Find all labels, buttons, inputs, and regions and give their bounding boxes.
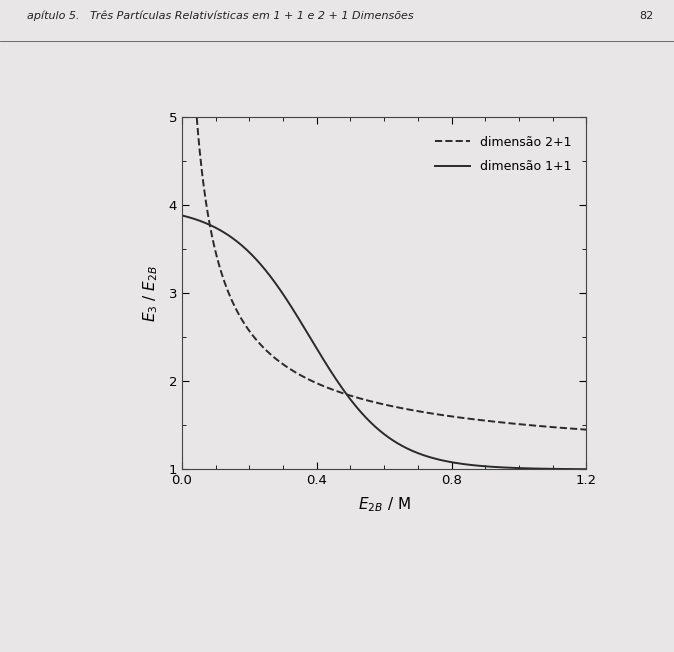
dimensão 2+1 (421, 408, 429, 416)
Text: apítulo 5.   Três Partículas Relativísticas em 1 + 1 e 2 + 1 Dimensões: apítulo 5. Três Partículas Relativística… (27, 10, 414, 22)
X-axis label: $E_{2B}$ / M: $E_{2B}$ / M (358, 496, 410, 514)
dimensão 2+1 (200, 179, 208, 187)
dimensão 1+1 (423, 452, 431, 460)
Line: dimensão 1+1: dimensão 1+1 (182, 215, 586, 469)
Y-axis label: $E_3$ / $E_{2B}$: $E_3$ / $E_{2B}$ (142, 265, 160, 322)
dimensão 2+1 (489, 417, 497, 425)
dimensão 1+1 (485, 463, 493, 471)
dimensão 2+1 (582, 426, 590, 434)
Text: 82: 82 (640, 11, 654, 21)
Line: dimensão 2+1: dimensão 2+1 (197, 118, 586, 430)
dimensão 1+1 (435, 456, 443, 464)
dimensão 2+1 (255, 339, 263, 347)
dimensão 2+1 (348, 393, 357, 400)
dimensão 1+1 (526, 464, 534, 472)
dimensão 1+1 (178, 211, 186, 219)
dimensão 1+1 (412, 449, 421, 456)
dimensão 1+1 (203, 220, 211, 228)
Legend: dimensão 2+1, dimensão 1+1: dimensão 2+1, dimensão 1+1 (429, 130, 576, 178)
dimensão 2+1 (193, 114, 201, 122)
dimensão 1+1 (582, 466, 590, 473)
dimensão 2+1 (449, 413, 457, 421)
